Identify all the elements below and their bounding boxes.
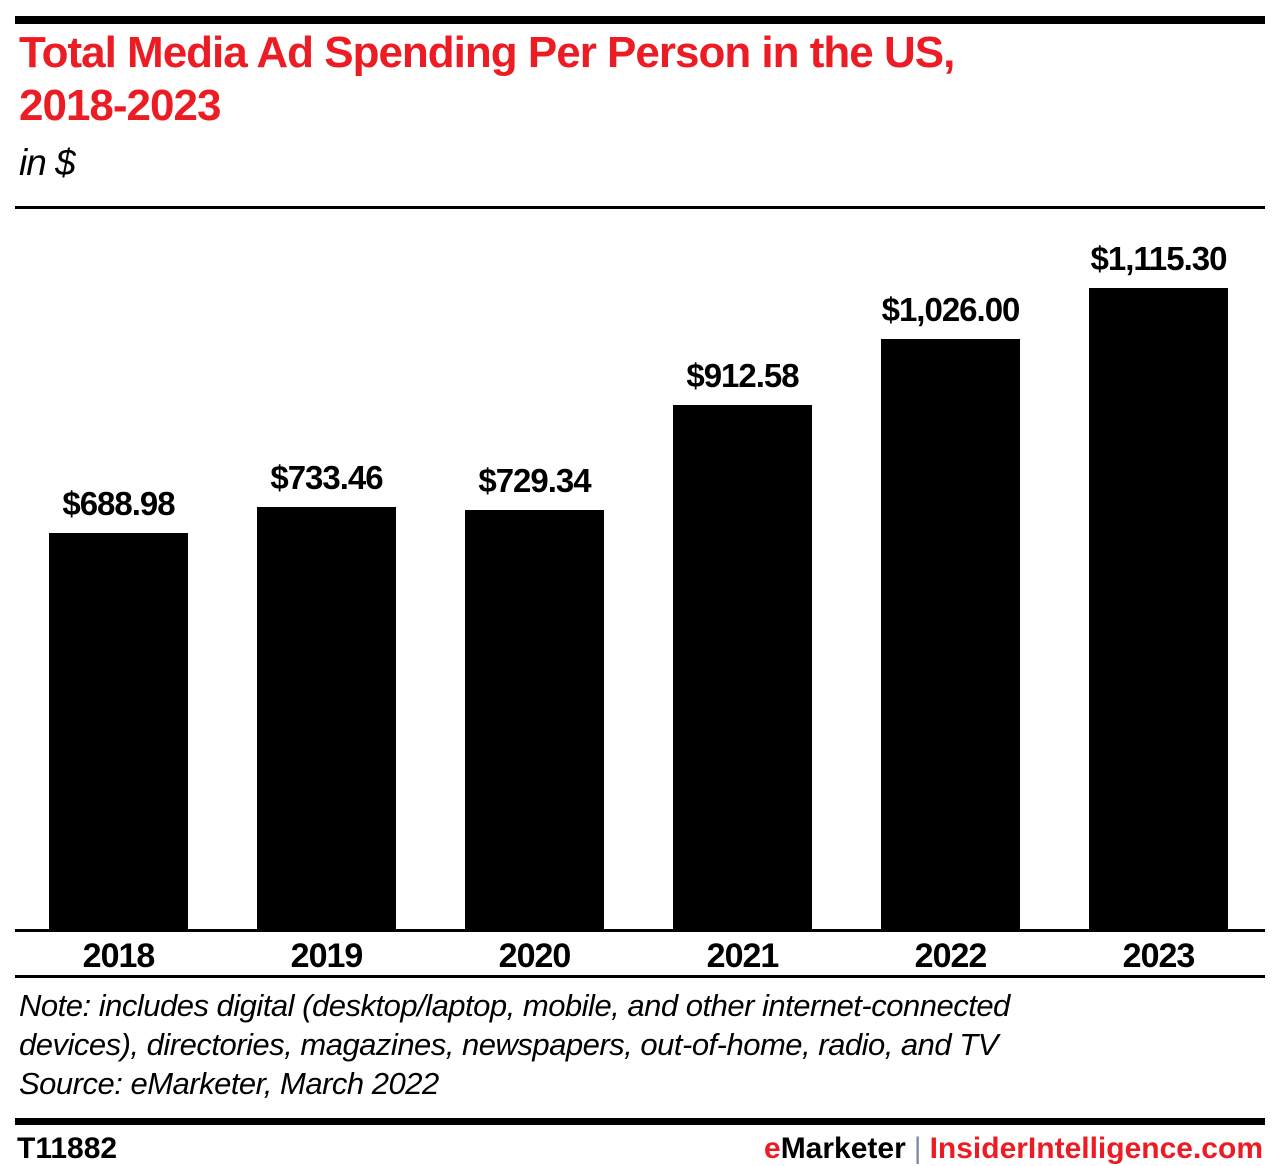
chart-title-line2: 2018-2023: [19, 81, 221, 130]
bar-2021: [673, 405, 812, 929]
note-line2: devices), directories, magazines, newspa…: [19, 1027, 998, 1062]
bar-2022: [881, 339, 1020, 929]
x-tick-label-2023: 2023: [1122, 937, 1196, 975]
top-accent-bar: [15, 16, 1265, 24]
bar-value-label-2019: $733.46: [270, 459, 383, 496]
x-tick-label-2021: 2021: [706, 937, 780, 975]
bar-2018: [49, 533, 188, 929]
note-divider-line: [15, 975, 1265, 978]
bar-value-label-2022: $1,026.00: [881, 291, 1021, 328]
header-divider-line: [15, 206, 1265, 209]
brand-emarketer-e: e: [764, 1132, 781, 1165]
bar-value-label-2021: $912.58: [686, 357, 799, 394]
chart-title: Total Media Ad Spending Per Person in th…: [19, 26, 1259, 132]
x-tick-label-2018: 2018: [82, 937, 156, 975]
brand-site-link: InsiderIntelligence.com: [929, 1132, 1263, 1165]
chart-subtitle: in $: [19, 142, 76, 183]
x-tick-label-2020: 2020: [498, 937, 572, 975]
source-line: Source: eMarketer, March 2022: [19, 1066, 439, 1101]
bar-2019: [257, 507, 396, 929]
x-tick-label-2019: 2019: [290, 937, 364, 975]
chart-title-line1: Total Media Ad Spending Per Person in th…: [19, 28, 955, 77]
bar-2023: [1089, 288, 1228, 929]
chart-id: T11882: [17, 1132, 118, 1165]
note-text: Note: includes digital (desktop/laptop, …: [19, 986, 1249, 1103]
bar-2020: [465, 510, 604, 929]
brand-separator: |: [913, 1132, 922, 1165]
bar-value-label-2018: $688.98: [62, 485, 175, 522]
footer-brand: eMarketer | InsiderIntelligence.com: [764, 1132, 1263, 1166]
footer-accent-bar: [15, 1118, 1265, 1125]
bar-value-label-2023: $1,115.30: [1090, 240, 1228, 277]
bar-value-label-2020: $729.34: [478, 462, 591, 499]
x-tick-label-2022: 2022: [914, 937, 988, 975]
x-axis-line: [15, 929, 1265, 932]
brand-emarketer-rest: Marketer: [780, 1132, 906, 1165]
note-line1: Note: includes digital (desktop/laptop, …: [19, 988, 1010, 1023]
